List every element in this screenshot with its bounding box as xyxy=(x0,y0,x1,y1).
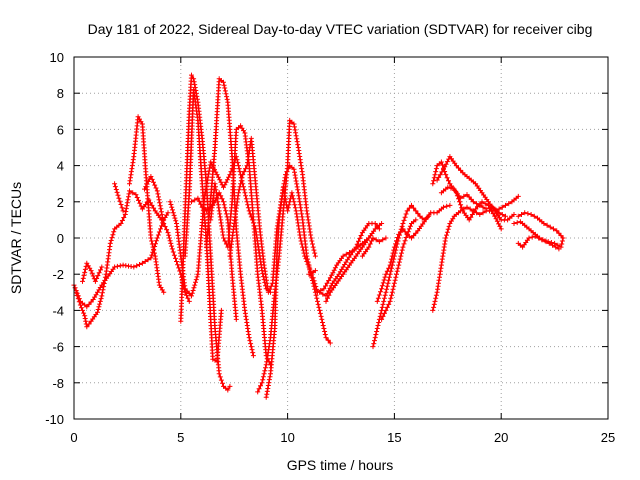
series-arc-22 xyxy=(379,202,453,322)
series-markers xyxy=(430,193,521,313)
x-tick-label: 10 xyxy=(280,430,294,445)
series-markers xyxy=(359,235,389,259)
series-markers xyxy=(306,221,385,295)
series-arc-3 xyxy=(80,260,105,284)
series-line xyxy=(73,211,169,308)
series-arc-9 xyxy=(182,87,224,364)
y-tick-label: 4 xyxy=(57,159,64,174)
series-markers xyxy=(263,184,333,400)
series-arc-28 xyxy=(511,219,562,252)
y-tick-label: -4 xyxy=(52,303,64,318)
grid xyxy=(74,57,608,419)
series-arc-16 xyxy=(306,221,385,295)
series-arc-1 xyxy=(71,210,171,310)
series-markers xyxy=(112,181,126,214)
series-arc-21 xyxy=(374,217,419,304)
series-arc-27 xyxy=(515,210,566,250)
series-arc-19 xyxy=(359,235,389,259)
x-axis-label: GPS time / hours xyxy=(287,457,394,473)
y-tick-label: -10 xyxy=(45,412,64,427)
series-markers xyxy=(80,260,105,284)
y-tick-label: -2 xyxy=(52,267,64,282)
y-tick-label: -8 xyxy=(52,376,64,391)
series-line xyxy=(513,220,560,250)
series-arc-2 xyxy=(73,188,165,330)
y-axis-label: SDTVAR / TECUs xyxy=(8,182,24,294)
series-arc-8 xyxy=(178,72,233,393)
series-markers xyxy=(379,202,453,322)
y-tick-label: 0 xyxy=(57,231,64,246)
y-tick-label: 6 xyxy=(57,122,64,137)
series-arc-18 xyxy=(323,235,372,304)
y-tick-label: 2 xyxy=(57,195,64,210)
x-tick-label: 5 xyxy=(177,430,184,445)
y-tick-label: 10 xyxy=(50,50,64,65)
series-arc-23 xyxy=(430,193,521,313)
series-markers xyxy=(73,188,165,330)
series-markers xyxy=(374,217,419,304)
series-markers xyxy=(208,123,273,368)
plot-frame xyxy=(73,56,609,420)
x-tick-label: 0 xyxy=(70,430,77,445)
series-arc-4 xyxy=(112,181,126,214)
x-tick-label: 15 xyxy=(387,430,401,445)
series-markers xyxy=(511,219,562,252)
series-markers xyxy=(317,221,382,299)
series-markers xyxy=(182,87,224,364)
series-markers xyxy=(438,184,508,219)
series-arc-15 xyxy=(263,184,333,400)
y-tick-label: -6 xyxy=(52,340,64,355)
series-arc-17 xyxy=(317,221,382,299)
series-markers xyxy=(323,235,372,304)
series-markers xyxy=(515,210,566,250)
x-tick-label: 20 xyxy=(494,430,508,445)
series-arc-26 xyxy=(438,184,508,219)
plot-area xyxy=(71,72,566,400)
series-arc-12 xyxy=(208,123,273,368)
chart-title: Day 181 of 2022, Sidereal Day-to-day VTE… xyxy=(88,21,593,37)
series-markers xyxy=(142,174,192,304)
x-tick-label: 25 xyxy=(601,430,615,445)
y-tick-label: 8 xyxy=(57,86,64,101)
